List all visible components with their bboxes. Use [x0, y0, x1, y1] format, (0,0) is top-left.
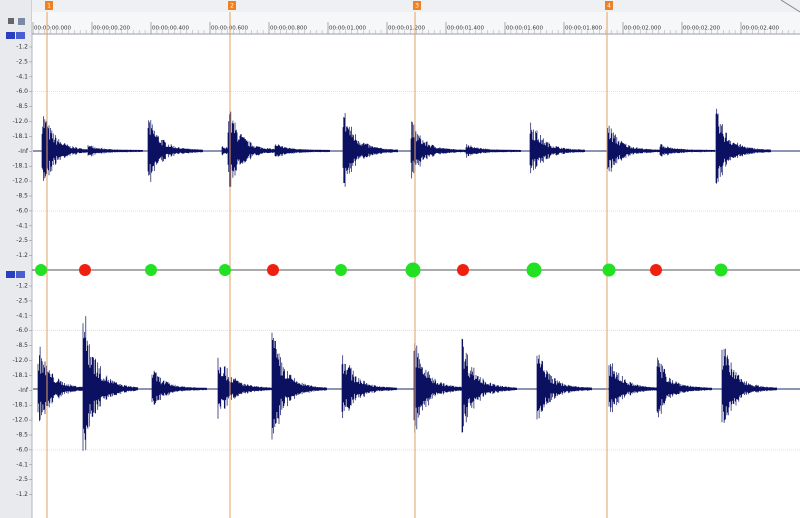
onset-dot: [457, 264, 469, 276]
scale-label: -4.1: [16, 222, 28, 229]
marker-label: 4: [607, 3, 611, 10]
onset-dot: [714, 263, 728, 277]
snap-icon[interactable]: [18, 18, 25, 25]
ruler-label: 00:00:01.800: [565, 26, 602, 32]
ruler-label: 00:00:02.200: [683, 26, 720, 32]
marker-flag[interactable]: [228, 1, 236, 10]
ruler-label: 00:00:01.000: [329, 26, 366, 32]
scale-label: -4.1: [16, 461, 28, 468]
scale-label: -1.2: [16, 44, 28, 51]
ruler-label: 00:00:01.600: [506, 26, 543, 32]
marker-label: 1: [47, 3, 51, 10]
scale-label: -18.1: [12, 133, 28, 140]
ruler: [32, 12, 800, 34]
ruler-label: 00:00:02.400: [742, 26, 779, 32]
channel-button[interactable]: [6, 271, 15, 278]
scale-label: -4.1: [16, 73, 28, 80]
scale-label: -6.0: [16, 88, 28, 95]
scale-label: -Inf: [18, 148, 29, 155]
scale-label: -6.0: [16, 327, 28, 334]
ruler-label: 00:00:01.400: [447, 26, 484, 32]
scale-label: -1.2: [16, 491, 28, 498]
scale-label: -2.5: [16, 58, 28, 65]
ruler-label: 00:00:00.200: [93, 26, 130, 32]
scale-label: -12.0: [12, 357, 28, 364]
scale-label: -8.5: [16, 193, 28, 200]
scale-label: -8.5: [16, 432, 28, 439]
scale-label: -1.2: [16, 283, 28, 290]
scale-label: -6.0: [16, 207, 28, 214]
scale-label: -12.0: [12, 417, 28, 424]
lock-icon[interactable]: [8, 18, 14, 24]
scale-label: -6.0: [16, 446, 28, 453]
scale-label: -18.1: [12, 163, 28, 170]
corner: [780, 0, 800, 13]
scale-label: -8.5: [16, 342, 28, 349]
onset-dot: [219, 264, 231, 276]
ruler-label: 00:00:01.200: [388, 26, 425, 32]
scale-label: -12.0: [12, 118, 28, 125]
scale-label: -18.1: [12, 372, 28, 379]
marker-flag[interactable]: [45, 1, 53, 10]
onset-dot: [405, 262, 421, 278]
scale-label: -12.0: [12, 178, 28, 185]
marker-label: 3: [415, 3, 419, 10]
onset-dot: [602, 263, 616, 277]
onset-dot: [79, 264, 91, 276]
left-panel: [0, 0, 32, 518]
scale-label: -18.1: [12, 402, 28, 409]
ruler-label: 00:00:00.400: [152, 26, 189, 32]
onset-dot: [267, 264, 279, 276]
onset-dot: [526, 262, 542, 278]
scale-label: -8.5: [16, 103, 28, 110]
scale-label: -2.5: [16, 476, 28, 483]
scale-label: -2.5: [16, 297, 28, 304]
onset-dot: [145, 264, 157, 276]
scale-label: -2.5: [16, 237, 28, 244]
ruler-label: 00:00:00.800: [270, 26, 307, 32]
scale-label: -Inf: [18, 387, 29, 394]
channel-collapse[interactable]: [16, 32, 25, 39]
marker-flag[interactable]: [605, 1, 613, 10]
channel-button[interactable]: [6, 32, 15, 39]
ruler-label: 00:00:00.000: [34, 26, 71, 32]
marker-flag[interactable]: [413, 1, 421, 10]
onset-dot: [650, 264, 662, 276]
waveform: [41, 108, 771, 187]
marker-label: 2: [230, 3, 234, 10]
scale-label: -4.1: [16, 312, 28, 319]
onset-dot: [335, 264, 347, 276]
channel-collapse[interactable]: [16, 271, 25, 278]
waveform: [37, 316, 777, 451]
ruler-label: 00:00:02.000: [624, 26, 661, 32]
scale-label: -1.2: [16, 252, 28, 259]
onset-dot: [35, 264, 47, 276]
